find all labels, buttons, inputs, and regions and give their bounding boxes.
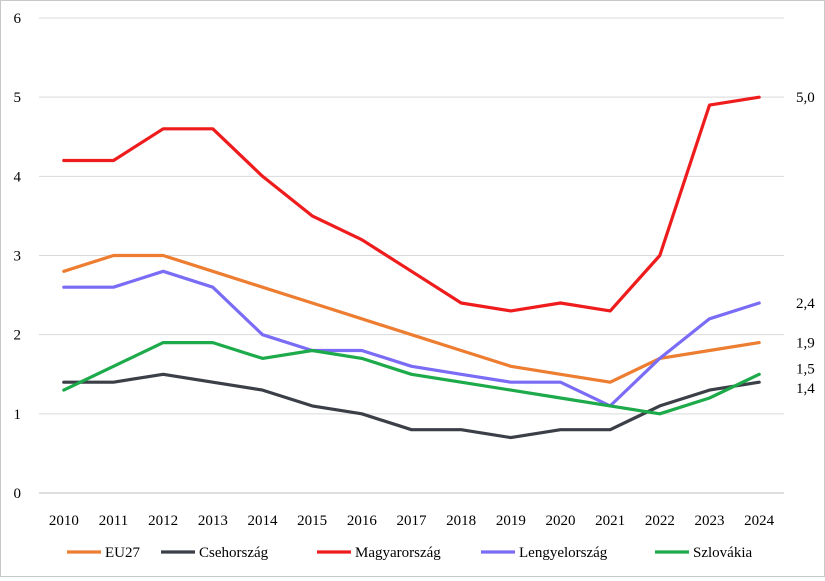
series-line-lengyelország: [62, 269, 761, 408]
x-tick-label: 2011: [99, 513, 128, 529]
x-tick-label: 2024: [744, 513, 775, 529]
x-tick-label: 2017: [397, 513, 428, 529]
y-tick-label: 5: [14, 90, 22, 106]
series-line-magyarország: [62, 95, 761, 313]
end-label: 1,5: [796, 361, 815, 377]
series-line-eu27: [62, 253, 761, 384]
series-lines: [62, 95, 761, 440]
end-label: 5,0: [796, 90, 815, 106]
end-label: 1,4: [796, 381, 815, 397]
x-tick-label: 2022: [645, 513, 675, 529]
legend-label: Szlovákia: [693, 545, 752, 561]
x-tick-label: 2020: [546, 513, 576, 529]
legend-label: Csehország: [199, 545, 269, 561]
x-axis-ticks: 2010 2011 2012 2013 2014 2015 2016 2017 2018 2019…: [49, 513, 775, 529]
y-tick-label: 2: [14, 328, 22, 344]
x-tick-label: 2019: [496, 513, 526, 529]
x-tick-label: 2015: [297, 513, 327, 529]
y-tick-label: 0: [14, 486, 22, 502]
x-tick-label: 2018: [446, 513, 476, 529]
legend: EU27 Csehország Magyarország Lengyelország S…: [67, 545, 752, 561]
x-tick-label: 2016: [347, 513, 378, 529]
legend-label: Magyarország: [355, 545, 441, 561]
end-label: 1,9: [796, 336, 815, 352]
y-tick-label: 6: [14, 11, 22, 27]
series-line-csehország: [62, 372, 761, 440]
x-tick-label: 2023: [695, 513, 725, 529]
end-label: 2,4: [796, 296, 815, 312]
legend-label: Lengyelország: [519, 545, 608, 561]
end-labels: 1,9 1,4 5,0 2,4 1,5: [796, 90, 815, 397]
x-tick-label: 2014: [248, 513, 279, 529]
y-tick-label: 4: [14, 169, 22, 185]
y-axis-ticks: 0 1 2 3 4 5 6: [14, 11, 22, 502]
y-tick-label: 1: [14, 407, 22, 423]
x-tick-label: 2013: [198, 513, 228, 529]
x-tick-label: 2010: [49, 513, 79, 529]
series-line-szlovákia: [62, 341, 761, 416]
x-tick-label: 2021: [595, 513, 625, 529]
y-tick-label: 3: [14, 249, 22, 265]
x-tick-label: 2012: [148, 513, 178, 529]
legend-label: EU27: [105, 545, 140, 561]
